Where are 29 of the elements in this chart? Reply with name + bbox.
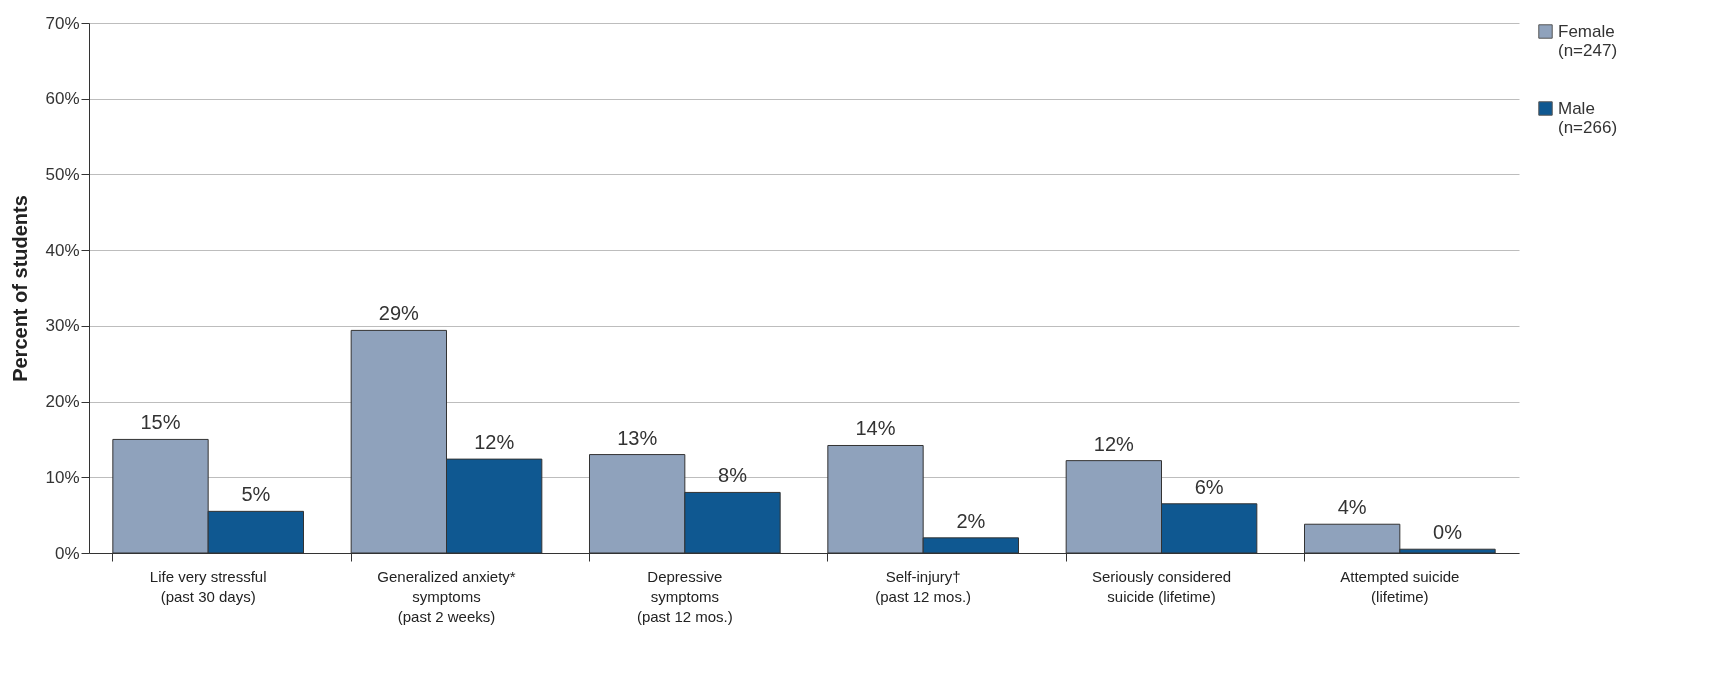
y-tick-label: 60% <box>45 89 80 109</box>
data-label: 0% <box>1433 521 1463 544</box>
data-label: 15% <box>140 411 181 434</box>
y-tick-label: 70% <box>45 13 80 33</box>
y-tick-label: 40% <box>45 240 80 260</box>
legend-label: Female (n=247) <box>1558 21 1618 60</box>
x-tick-label: Self-injury† (past 12 mos.) <box>875 567 972 605</box>
data-label: 12% <box>474 431 515 454</box>
x-tick-label: Life very stressful (past 30 days) <box>149 567 267 605</box>
data-label: 2% <box>956 509 986 532</box>
y-tick-label: 10% <box>45 467 80 487</box>
data-label: 29% <box>378 302 420 325</box>
data-label: 14% <box>855 417 896 440</box>
data-label: 13% <box>617 426 658 449</box>
data-label: 12% <box>1093 432 1135 455</box>
legend-label: Male (n=266) <box>1558 98 1618 137</box>
x-tick-label: Generalized anxiety* symptoms (past 2 weeks) <box>377 567 516 625</box>
data-label: 6% <box>1194 475 1224 498</box>
data-label: 5% <box>241 483 271 506</box>
y-tick-label: 0% <box>54 543 80 563</box>
y-axis-title: Percent of students <box>9 195 32 382</box>
x-tick-label: Attempted suicide (lifetime) <box>1340 567 1460 605</box>
x-tick-label: Seriously considered suicide (lifetime) <box>1091 567 1232 605</box>
y-tick-label: 30% <box>45 316 80 336</box>
y-tick-label: 50% <box>45 164 80 184</box>
y-tick-label: 20% <box>45 392 80 412</box>
x-tick-label: Depressive symptoms (past 12 mos.) <box>636 567 733 625</box>
data-label: 8% <box>718 464 748 487</box>
data-label: 4% <box>1337 496 1367 519</box>
